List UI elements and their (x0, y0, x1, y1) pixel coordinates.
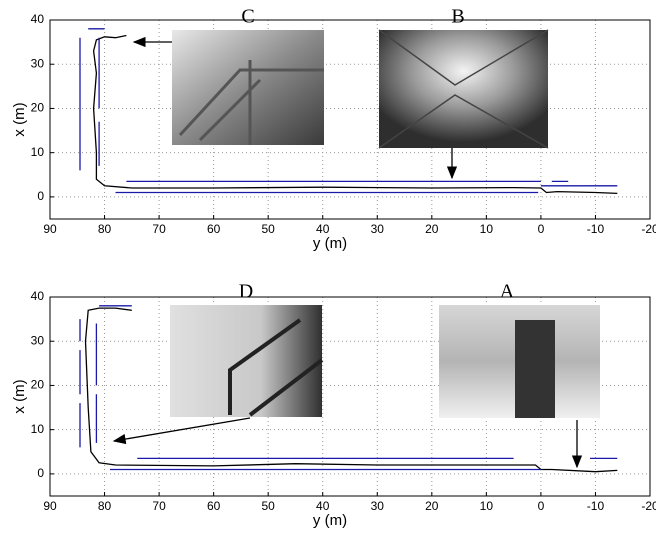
photo-a-detail (515, 320, 555, 418)
y-tick-label: 30 (31, 56, 45, 70)
x-tick-label: 80 (98, 222, 112, 236)
series-line (79, 28, 618, 194)
y-tick-label: 20 (31, 378, 45, 392)
photos (170, 29, 600, 418)
x-tick-label: 30 (371, 222, 385, 236)
photo-label: C (241, 6, 254, 28)
y-tick-label: 0 (37, 466, 44, 480)
x-tick-label: 10 (480, 499, 494, 513)
photo-label: D (239, 281, 253, 303)
x-tick-label: 0 (538, 499, 545, 513)
y-tick-label: 40 (31, 12, 45, 26)
x-tick-label: -10 (587, 222, 605, 236)
x-tick-label: 80 (98, 499, 112, 513)
x-tick-label: 20 (425, 222, 439, 236)
y-tick-label: 10 (31, 422, 45, 436)
x-tick-label: 0 (538, 222, 545, 236)
x-tick-label: 70 (152, 499, 166, 513)
x-tick-label: 50 (262, 499, 276, 513)
x-tick-label: 40 (316, 222, 330, 236)
x-tick-label: 60 (207, 222, 221, 236)
x-tick-label: 30 (371, 499, 385, 513)
photo-c (172, 30, 324, 145)
y-tick-label: 20 (31, 101, 45, 115)
x-tick-label: 10 (480, 222, 494, 236)
series-line (92, 34, 618, 195)
photo-b-detail (378, 29, 549, 149)
photo-c-detail (178, 60, 324, 145)
x-tick-label: 20 (425, 499, 439, 513)
series-line (79, 305, 618, 471)
y-tick-label: 10 (31, 145, 45, 159)
x-tick-label: 60 (207, 499, 221, 513)
arrow (112, 417, 251, 445)
x-tick-label: -20 (641, 499, 656, 513)
arrows (112, 36, 583, 469)
x-tick-label: 90 (43, 222, 57, 236)
x-tick-label: 50 (262, 222, 276, 236)
photo-label: B (451, 6, 464, 28)
axes-frame (49, 296, 651, 497)
photo-d-detail (228, 318, 324, 417)
x-axis-label: y (m) (313, 235, 347, 252)
axes-frame (49, 19, 651, 220)
x-axis-label: y (m) (313, 512, 347, 529)
y-tick-label: 40 (31, 289, 45, 303)
x-tick-label: -20 (641, 222, 656, 236)
y-tick-label: 0 (37, 189, 44, 203)
x-tick-label: 40 (316, 499, 330, 513)
y-axis-label: x (m) (11, 379, 28, 413)
y-axis-label: x (m) (11, 102, 28, 136)
y-tick-label: 30 (31, 333, 45, 347)
series-line (84, 307, 618, 473)
x-tick-label: 90 (43, 499, 57, 513)
photo-label: A (500, 281, 515, 303)
x-tick-label: 70 (152, 222, 166, 236)
x-tick-label: -10 (587, 499, 605, 513)
